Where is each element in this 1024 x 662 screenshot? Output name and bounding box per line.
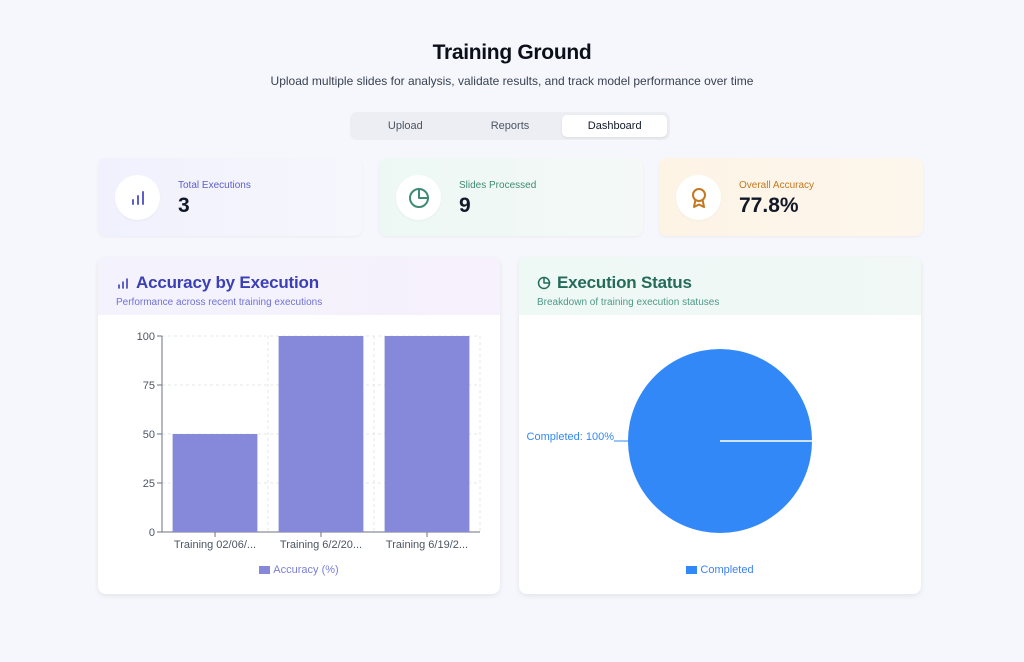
- execution-status-pie-chart: Completed: 100%: [527, 349, 812, 533]
- execution-status-panel: Execution Status Breakdown of training e…: [519, 257, 921, 594]
- tab-reports[interactable]: Reports: [490, 120, 530, 132]
- bar: [278, 336, 364, 532]
- pie-data-label: Completed: 100%: [527, 431, 615, 443]
- x-tick-label: Training 6/2/20...: [280, 539, 362, 551]
- stat-card-slides-processed: Slides Processed 9: [379, 158, 643, 236]
- x-tick-label: Training 02/06/...: [174, 539, 256, 551]
- stat-value: 9: [459, 194, 471, 217]
- stat-card-total-executions: Total Executions 3: [98, 158, 362, 236]
- legend-label: Completed: [700, 564, 754, 576]
- tab-upload[interactable]: Upload: [387, 120, 423, 132]
- tab-bar: Upload Reports Dashboard: [350, 112, 670, 140]
- panel-title: Execution Status: [557, 273, 692, 292]
- chart-legend: Accuracy (%): [98, 564, 500, 576]
- stat-label: Slides Processed: [459, 180, 537, 191]
- bar-chart-icon: [118, 278, 128, 289]
- accuracy-bar-chart: 0 25 50 75 100 Training 02/06/... Training 6/2…: [137, 331, 481, 551]
- panel-header: Execution Status Breakdown of training e…: [519, 257, 921, 315]
- legend-swatch: [259, 566, 271, 574]
- legend-swatch: [686, 566, 698, 574]
- y-tick-label: 0: [149, 527, 155, 539]
- stat-card-overall-accuracy: Overall Accuracy 77.8%: [659, 158, 923, 236]
- page-subtitle: Upload multiple slides for analysis, val…: [270, 74, 754, 88]
- panel-subtitle: Breakdown of training execution statuses: [537, 297, 720, 308]
- y-tick-label: 75: [143, 380, 155, 392]
- y-tick-label: 25: [143, 478, 155, 490]
- y-tick-label: 100: [137, 331, 155, 343]
- bar: [172, 434, 258, 532]
- chart-legend: Completed: [519, 564, 921, 576]
- x-tick-label: Training 6/19/2...: [386, 539, 468, 551]
- panel-title: Accuracy by Execution: [136, 273, 319, 292]
- tab-dashboard[interactable]: Dashboard: [562, 115, 668, 137]
- pie-chart-icon: [396, 175, 441, 220]
- page-title: Training Ground: [432, 41, 592, 64]
- stat-label: Overall Accuracy: [739, 180, 815, 191]
- stat-label: Total Executions: [178, 180, 251, 191]
- award-icon: [676, 175, 721, 220]
- legend-label: Accuracy (%): [273, 564, 339, 576]
- bar-chart-icon: [115, 175, 160, 220]
- stat-value: 3: [178, 194, 190, 217]
- y-tick-label: 50: [143, 429, 155, 441]
- stat-value: 77.8%: [739, 194, 799, 217]
- panel-subtitle: Performance across recent training execu…: [116, 297, 323, 308]
- accuracy-by-execution-panel: Accuracy by Execution Performance across…: [98, 257, 500, 594]
- pie-chart-icon: [537, 276, 551, 290]
- panel-header: Accuracy by Execution Performance across…: [98, 257, 500, 315]
- bar: [384, 336, 470, 532]
